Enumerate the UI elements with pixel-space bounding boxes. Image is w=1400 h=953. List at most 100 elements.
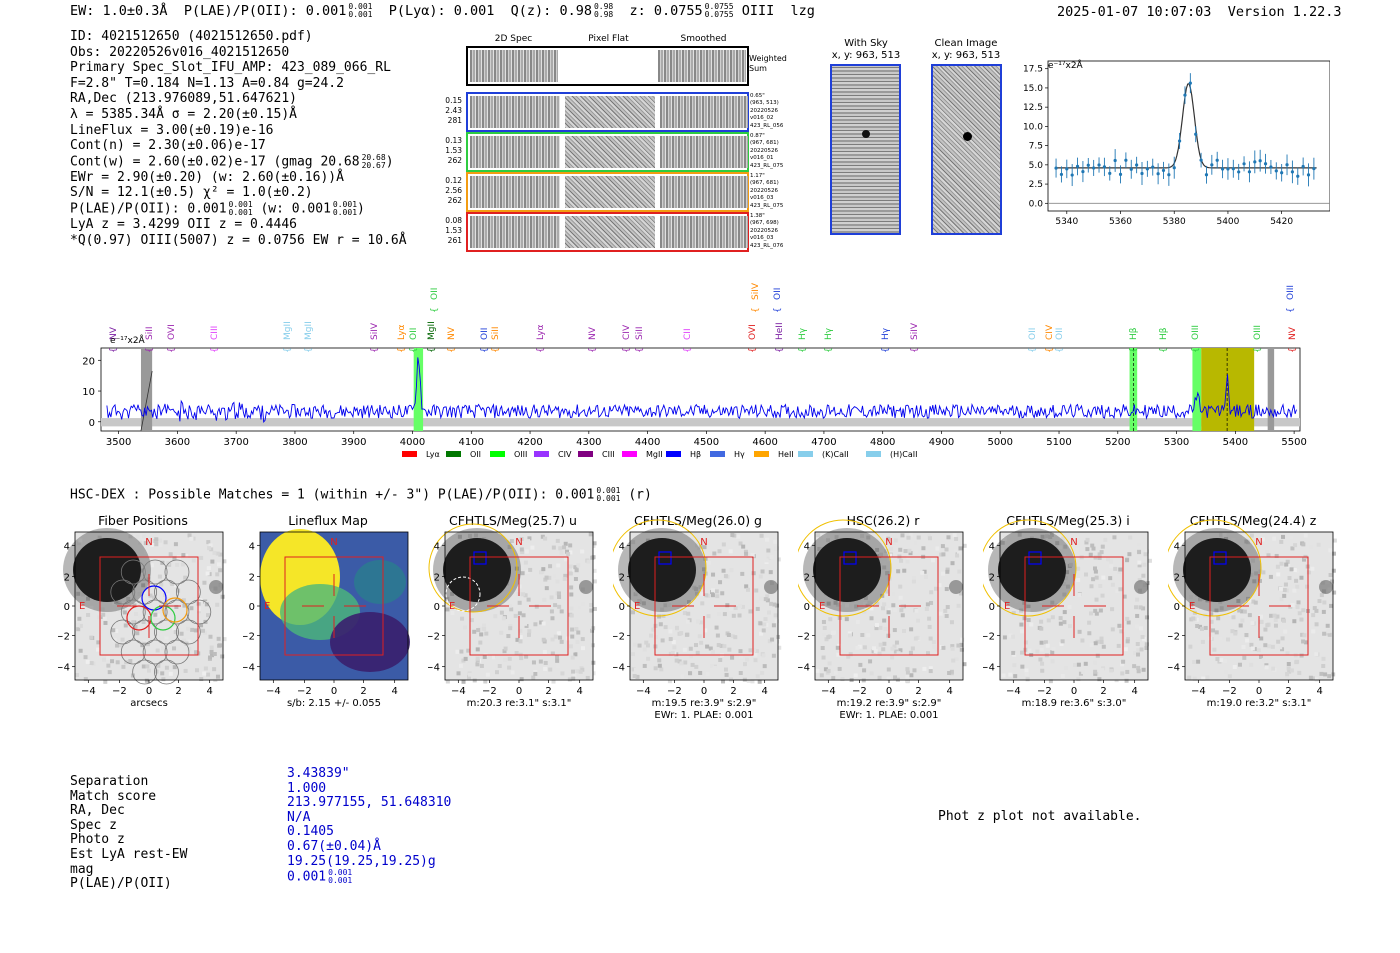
line-annotation-label: Hγ bbox=[798, 327, 808, 340]
noise-pixel bbox=[724, 672, 729, 677]
panel-xtick-label: 4 bbox=[206, 686, 212, 697]
noise-pixel bbox=[1261, 570, 1266, 575]
noise-pixel bbox=[476, 628, 481, 633]
line-annotation-label: SiIV bbox=[751, 282, 761, 300]
line-annotation: NV{ bbox=[109, 326, 119, 353]
noise-pixel bbox=[1297, 670, 1302, 675]
spectrum-xtick-label: 5300 bbox=[1164, 437, 1189, 448]
noise-pixel bbox=[524, 654, 529, 659]
noise-pixel bbox=[1257, 578, 1262, 583]
noise-pixel bbox=[189, 536, 194, 541]
cutout-2d bbox=[470, 216, 560, 248]
fit-data-point bbox=[1102, 165, 1106, 169]
noise-pixel bbox=[1311, 613, 1316, 618]
fiber-circle bbox=[132, 619, 158, 645]
match-label: Est LyA rest-EW bbox=[70, 846, 188, 862]
noise-pixel bbox=[1240, 609, 1245, 614]
noise-pixel bbox=[450, 610, 455, 615]
noise-pixel bbox=[874, 626, 879, 631]
match-marker bbox=[1028, 551, 1042, 565]
noise-pixel bbox=[1295, 659, 1300, 664]
image-panel: CFHTLS/Meg(25.3) i N E 4 2 0 −2 −4 −4 −2 0 2 4 m:18.9… bbox=[983, 510, 1153, 730]
noise-pixel bbox=[827, 661, 832, 666]
noise-pixel bbox=[772, 602, 777, 607]
noise-pixel bbox=[896, 651, 901, 656]
noise-pixel bbox=[1144, 642, 1149, 647]
noise-pixel bbox=[674, 658, 679, 663]
noise-pixel bbox=[1142, 562, 1147, 567]
noise-pixel bbox=[890, 655, 895, 660]
panel-xlabel: m:18.9 re:3.6" s:3.0" bbox=[1022, 698, 1127, 709]
noise-pixel bbox=[570, 627, 575, 632]
noise-pixel bbox=[766, 552, 771, 557]
fit-xtick-label: 5420 bbox=[1270, 217, 1293, 227]
noise-pixel bbox=[502, 649, 507, 654]
line-id: OIII bbox=[741, 3, 775, 19]
noise-pixel bbox=[1245, 638, 1250, 643]
east-label: E bbox=[1189, 601, 1195, 612]
noise-pixel bbox=[1078, 671, 1083, 676]
noise-pixel bbox=[646, 656, 651, 661]
noise-pixel bbox=[555, 655, 560, 660]
noise-pixel bbox=[507, 665, 512, 670]
noise-pixel bbox=[1274, 553, 1279, 558]
noise-pixel bbox=[898, 648, 903, 653]
fit-data-point bbox=[1151, 165, 1155, 169]
noise-pixel bbox=[132, 603, 137, 608]
noise-pixel bbox=[592, 541, 597, 546]
noise-pixel bbox=[877, 651, 882, 656]
noise-pixel bbox=[1200, 639, 1205, 644]
noise-pixel bbox=[721, 679, 726, 684]
noise-pixel bbox=[141, 664, 146, 669]
z-range: 0.0755 0.0755 bbox=[704, 2, 734, 19]
panel-ytick-label: 2 bbox=[64, 572, 70, 583]
fit-data-point bbox=[1124, 158, 1128, 162]
weighted-smoothed-image bbox=[658, 50, 746, 82]
line-annotation: HeII{ bbox=[775, 322, 785, 353]
noise-pixel bbox=[122, 610, 127, 615]
noise-pixel bbox=[551, 679, 556, 684]
noise-pixel bbox=[1097, 677, 1102, 682]
noise-pixel bbox=[1224, 537, 1229, 542]
noise-pixel bbox=[460, 616, 465, 621]
fit-ytick-label: 10.0 bbox=[1023, 122, 1043, 132]
noise-pixel bbox=[78, 538, 83, 543]
line-annotation: SiII{ bbox=[145, 326, 155, 353]
search-box bbox=[654, 556, 754, 656]
noise-pixel bbox=[836, 652, 841, 657]
noise-pixel bbox=[574, 568, 579, 573]
noise-pixel bbox=[1289, 668, 1294, 673]
noise-pixel bbox=[881, 606, 886, 611]
noise-pixel bbox=[679, 661, 684, 666]
noise-pixel bbox=[563, 541, 568, 546]
noise-pixel bbox=[1279, 561, 1284, 566]
noise-pixel bbox=[1001, 673, 1006, 678]
noise-pixel bbox=[474, 533, 479, 538]
noise-pixel bbox=[215, 674, 220, 679]
noise-pixel bbox=[1055, 541, 1060, 546]
noise-pixel bbox=[878, 642, 883, 647]
noise-pixel bbox=[580, 667, 585, 672]
line-annotation-label: SiIV bbox=[910, 322, 920, 340]
noise-pixel bbox=[1144, 646, 1149, 651]
panel-xtick-label: −4 bbox=[821, 686, 836, 697]
noise-pixel bbox=[1019, 608, 1024, 613]
noise-pixel bbox=[1098, 608, 1103, 613]
noise-pixel bbox=[1271, 666, 1276, 671]
noise-pixel bbox=[1062, 554, 1067, 559]
spectrum-xtick-label: 4900 bbox=[929, 437, 954, 448]
noise-pixel bbox=[1198, 624, 1203, 629]
match-label: Match score bbox=[70, 788, 157, 804]
noise-pixel bbox=[569, 613, 574, 618]
noise-pixel bbox=[740, 571, 745, 576]
noise-pixel bbox=[663, 603, 668, 608]
noise-pixel bbox=[752, 648, 757, 653]
fit-ytick-label: 2.5 bbox=[1029, 180, 1043, 190]
noise-pixel bbox=[716, 611, 721, 616]
noise-pixel bbox=[523, 593, 528, 598]
noise-pixel bbox=[855, 620, 860, 625]
noise-pixel bbox=[886, 676, 891, 681]
line-annotation-label: Hγ bbox=[881, 327, 891, 340]
east-label: E bbox=[264, 601, 270, 612]
noise-pixel bbox=[1090, 543, 1095, 548]
